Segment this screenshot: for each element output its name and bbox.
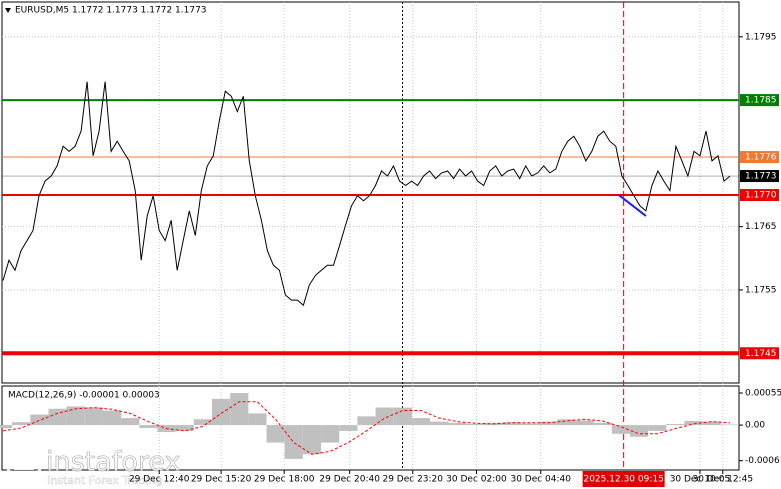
cursor-label: 2025.12.30 09:15	[583, 475, 663, 485]
watermark: instaforex Instant Forex Trading	[5, 444, 181, 487]
y-tick-label: 1.1795	[745, 32, 777, 42]
y-tick-label: 0.00055	[745, 389, 781, 399]
level-label-bg	[740, 151, 779, 164]
watermark-tagline: Instant Forex Trading	[47, 474, 163, 487]
macd-bar	[212, 398, 231, 426]
y-tick-label: 1.1765	[745, 222, 777, 232]
x-tick-label: 30 Dec 12:45	[693, 475, 754, 485]
macd-bar	[430, 421, 449, 426]
x-tick-label: 29 Dec 18:00	[254, 475, 315, 485]
trend-line	[618, 194, 647, 217]
macd-bar	[684, 421, 703, 426]
macd-bar	[630, 425, 649, 437]
level-label-bg	[740, 170, 779, 183]
macd-bar	[702, 421, 721, 426]
level-label: 1.1770	[745, 191, 777, 201]
macd-bar	[339, 425, 358, 431]
macd-bar	[102, 410, 122, 426]
level-label: 1.1745	[745, 349, 777, 359]
watermark-brand: instaforex	[46, 447, 180, 478]
macd-bar	[720, 424, 740, 426]
x-tick-label: 30 Dec 02:00	[446, 475, 507, 485]
macd-bar	[230, 393, 249, 426]
plot-layer	[0, 2, 740, 470]
macd-bar	[593, 422, 612, 426]
macd-bar	[175, 425, 194, 431]
cursor-label-bg	[582, 471, 665, 487]
macd-bar	[48, 408, 67, 426]
level-label: 1.1776	[745, 153, 777, 163]
macd-bar	[84, 407, 103, 426]
logo-ring	[5, 444, 43, 482]
signal-line	[2, 401, 731, 455]
macd-bar	[393, 407, 412, 426]
macd-bar	[139, 425, 158, 428]
macd-bar	[302, 425, 322, 455]
macd-bar	[357, 416, 376, 426]
x-tick-label: 29 Dec 15:20	[191, 475, 252, 485]
price-panel	[1, 1, 740, 384]
macd-bar	[266, 425, 285, 443]
logo-mark	[14, 452, 34, 470]
macd-bar	[557, 419, 576, 426]
x-tick-label: 30 Dec 04:40	[510, 475, 571, 485]
x-tick-label: 30 Dec 10:05	[670, 475, 731, 485]
x-tick-label: 29 Dec 12:40	[129, 475, 190, 485]
y-tick-label: 0.00	[745, 421, 765, 431]
macd-bar	[575, 420, 594, 426]
macd-bar	[284, 425, 303, 459]
macd-title: MACD(12,26,9) -0.00001 0.00003	[8, 391, 160, 401]
macd-bar	[321, 425, 340, 443]
macd-bar	[520, 423, 540, 426]
x-tick-label: 29 Dec 20:40	[319, 475, 380, 485]
macd-bar	[12, 422, 31, 426]
macd-bar	[121, 418, 140, 426]
macd-bar	[30, 414, 49, 426]
price-line	[2, 81, 731, 307]
macd-bar	[248, 413, 267, 426]
macd-bar	[0, 425, 13, 428]
level-label-bg	[740, 347, 779, 360]
macd-bar	[66, 406, 85, 426]
menu-triangle	[5, 8, 11, 13]
macd-bar	[375, 407, 394, 426]
y-tick-label: 1.1755	[745, 285, 777, 295]
macd-bar	[466, 423, 485, 426]
macd-bar	[193, 419, 213, 426]
macd-bar	[611, 425, 631, 434]
macd-bar	[648, 425, 667, 431]
x-tick-label: 29 Dec 23:20	[382, 475, 443, 485]
level-label-bg	[740, 189, 779, 202]
y-tick-label: -0.00061	[745, 456, 781, 466]
level-label-bg	[740, 94, 779, 107]
macd-bar	[666, 423, 685, 426]
macd-bar	[448, 422, 467, 426]
macd-bar	[539, 421, 558, 426]
chart-title: EURUSD,M5 1.1772 1.1773 1.1772 1.1773	[15, 6, 207, 16]
level-label: 1.1773	[745, 172, 777, 182]
level-label: 1.1785	[745, 96, 777, 106]
macd-bar	[411, 418, 431, 426]
macd-bar	[502, 422, 521, 426]
